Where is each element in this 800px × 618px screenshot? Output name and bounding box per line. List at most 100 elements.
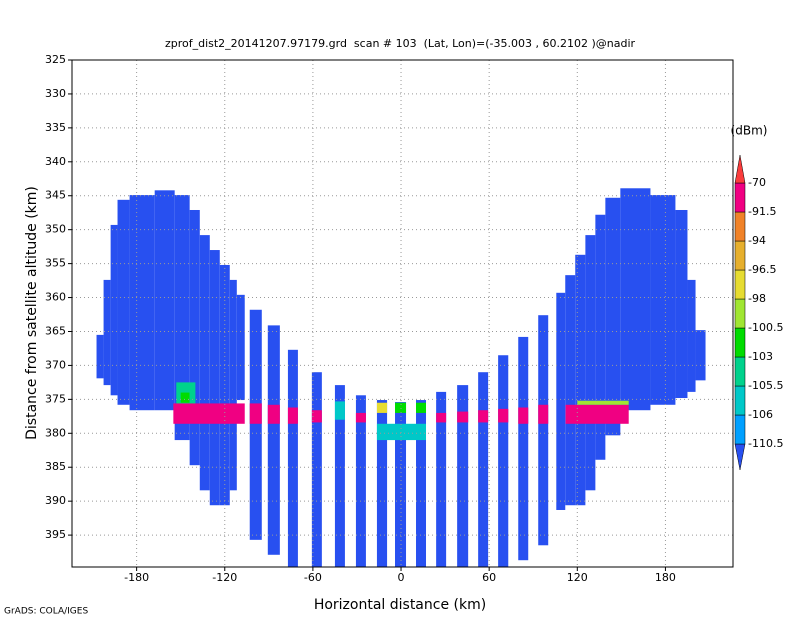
y-axis-label: Distance from satellite altitude (km) — [24, 186, 40, 440]
shaded-cell — [355, 395, 366, 567]
y-tick-label: 370 — [45, 358, 66, 371]
shaded-cell — [675, 209, 688, 398]
shaded-cell — [199, 235, 210, 491]
shaded-cell — [334, 401, 345, 420]
shaded-cell — [219, 264, 230, 506]
colorbar-label: -103 — [748, 350, 773, 363]
shaded-cell — [249, 309, 262, 540]
shaded-cell — [436, 391, 447, 567]
shaded-cell — [189, 209, 200, 466]
x-tick-label: 60 — [482, 571, 496, 584]
shaded-cell — [229, 279, 237, 491]
shaded-cell — [174, 195, 190, 441]
shaded-cell — [565, 404, 629, 424]
shaded-cell — [695, 330, 706, 381]
shaded-cell — [103, 279, 111, 386]
y-tick-label: 395 — [45, 528, 66, 541]
shaded-cell — [287, 349, 298, 567]
colorbar-box — [734, 182, 746, 213]
y-tick-label: 360 — [45, 291, 66, 304]
shaded-cell — [416, 400, 427, 567]
shaded-cell — [355, 412, 366, 423]
shaded-cell — [518, 336, 529, 561]
colorbar-triangle — [734, 154, 746, 184]
shaded-cell — [267, 325, 280, 555]
shaded-cell — [436, 412, 447, 423]
y-tick-label: 345 — [45, 189, 66, 202]
colorbar-label: -106 — [748, 408, 773, 421]
colorbar-label: -105.5 — [748, 379, 783, 392]
colorbar-label: -91.5 — [748, 205, 776, 218]
shaded-cell — [395, 402, 407, 413]
footer: GrADS: COLA/IGES — [4, 607, 88, 617]
x-tick-label: -120 — [212, 571, 237, 584]
shaded-cell — [457, 411, 469, 423]
x-axis-label: Horizontal distance (km) — [314, 597, 486, 613]
y-tick-label: 350 — [45, 223, 66, 236]
x-tick-label: -180 — [124, 571, 149, 584]
shaded-cell — [129, 195, 155, 411]
shaded-cell — [96, 334, 104, 379]
shaded-cell — [605, 197, 621, 436]
shaded-cell — [416, 402, 427, 413]
plot-frame — [71, 59, 734, 568]
shaded-cell — [457, 385, 469, 567]
x-tick-label: 0 — [398, 571, 405, 584]
shaded-cell — [498, 408, 509, 423]
colorbar-box — [734, 327, 746, 358]
x-tick-label: -60 — [304, 571, 322, 584]
shaded-cell — [395, 402, 407, 567]
shaded-cell — [620, 188, 651, 411]
colorbar-box — [734, 298, 746, 329]
colorbar-unit: (dBm) — [731, 124, 768, 138]
chart-title: zprof_dist2_20141207.97179.grd scan # 10… — [165, 37, 636, 50]
shaded-cell — [236, 294, 245, 401]
shaded-cell — [565, 275, 576, 506]
colorbar-label: -70 — [748, 176, 766, 189]
colorbar-box — [734, 269, 746, 300]
shaded-cell — [267, 404, 280, 424]
x-tick-label: 120 — [567, 571, 588, 584]
shaded-cell — [595, 214, 606, 460]
shaded-cell — [650, 195, 676, 405]
colorbar-triangle — [734, 443, 746, 471]
colorbar-label: -96.5 — [748, 263, 776, 276]
colorbar-box — [734, 414, 746, 445]
shaded-cell — [154, 190, 175, 411]
y-tick-label: 375 — [45, 392, 66, 405]
y-tick-label: 380 — [45, 426, 66, 439]
shaded-cell — [478, 372, 489, 567]
y-tick-label: 330 — [45, 87, 66, 100]
y-tick-label: 365 — [45, 324, 66, 337]
shaded-cell — [478, 410, 489, 423]
shaded-cell — [117, 199, 130, 405]
shaded-cell — [376, 402, 388, 413]
shaded-cell — [334, 385, 345, 567]
colorbar-box — [734, 385, 746, 416]
shaded-cell — [376, 423, 427, 441]
colorbar-box — [734, 356, 746, 387]
y-tick-label: 390 — [45, 494, 66, 507]
colorbar-label: -98 — [748, 292, 766, 305]
y-tick-label: 340 — [45, 155, 66, 168]
shaded-cell — [575, 254, 586, 506]
shaded-cell — [311, 372, 322, 567]
shaded-cell — [556, 292, 566, 510]
shaded-cell — [498, 355, 509, 567]
colorbar-label: -94 — [748, 234, 766, 247]
shaded-cell — [687, 279, 696, 392]
shaded-cell — [538, 315, 549, 546]
shaded-cell — [311, 410, 322, 423]
shaded-cell — [376, 400, 388, 567]
shaded-cell — [173, 403, 245, 424]
shaded-cell — [538, 404, 549, 424]
shaded-cell — [585, 235, 596, 491]
y-tick-label: 385 — [45, 460, 66, 473]
shaded-cell — [577, 400, 629, 405]
y-tick-label: 335 — [45, 121, 66, 134]
shaded-cell — [249, 403, 262, 424]
colorbar-box — [734, 240, 746, 271]
y-tick-label: 325 — [45, 53, 66, 66]
shaded-cell — [110, 224, 118, 396]
